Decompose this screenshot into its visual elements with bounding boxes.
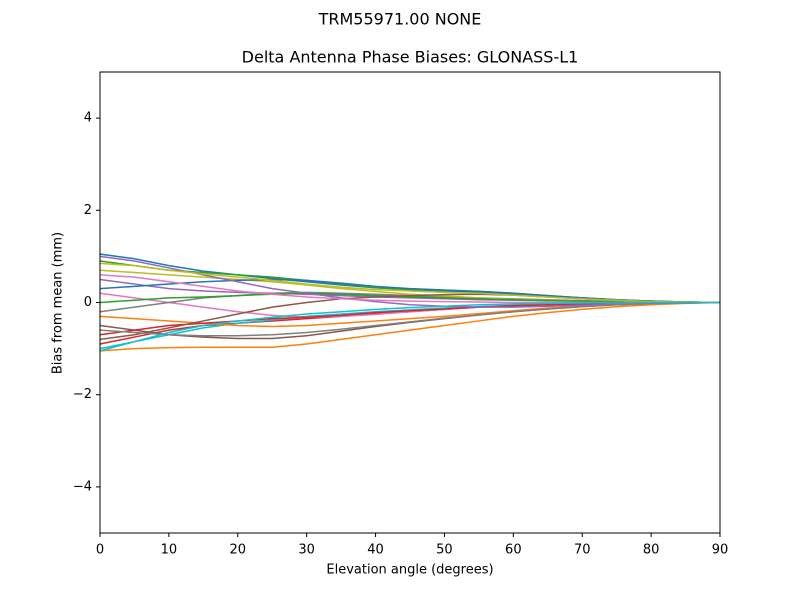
x-axis-label: Elevation angle (degrees) [326,563,493,578]
x-tick-label: 50 [436,543,453,558]
y-tick-label: −4 [73,479,92,494]
series-line [99,262,721,304]
series-line [99,301,720,352]
y-axis-label: Bias from mean (mm) [51,232,66,374]
series-line [99,301,720,350]
series-line [99,301,721,337]
x-tick-label: 70 [574,543,591,558]
y-tick-label: −2 [73,387,92,402]
series-line [99,255,720,308]
x-tick-label: 40 [367,543,384,558]
chart-title: Delta Antenna Phase Biases: GLONASS-L1 [242,48,579,67]
y-tick-label: 2 [84,203,92,218]
suptitle: TRM55971.00 NONE [318,10,482,29]
y-tick-label: 4 [84,111,92,126]
series-line [99,292,720,304]
x-tick-label: 10 [161,543,178,558]
x-tick-label: 80 [643,543,660,558]
x-tick-label: 60 [505,543,522,558]
x-tick-label: 0 [96,543,104,558]
series-line [99,301,721,352]
x-tick-label: 30 [298,543,315,558]
x-tick-label: 90 [712,543,729,558]
x-tick-label: 20 [230,543,247,558]
y-tick-label: 0 [84,295,92,310]
